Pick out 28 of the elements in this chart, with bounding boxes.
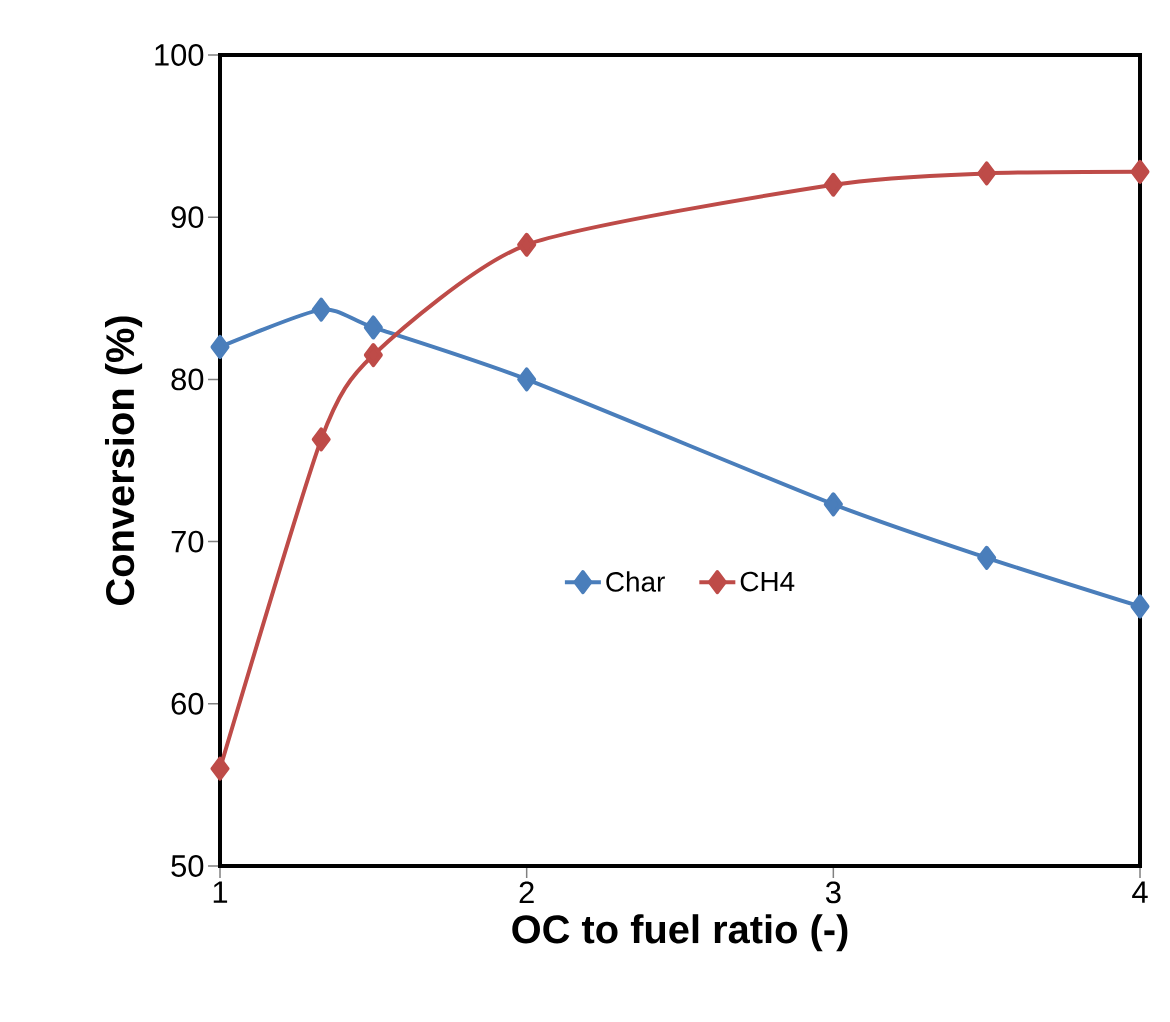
point	[823, 172, 843, 197]
y-tick-label: 50	[171, 855, 204, 877]
x-tick-label: 2	[519, 881, 534, 904]
legend-label: Char	[606, 571, 665, 592]
legend-label: CH4	[740, 571, 795, 592]
point	[210, 756, 230, 781]
point	[1130, 159, 1150, 184]
x-axis-title: OC to fuel ratio (-)	[512, 914, 848, 952]
y-tick-label: 100	[155, 44, 204, 66]
point	[311, 297, 331, 322]
x-tick-label: 1	[213, 881, 228, 903]
point	[363, 343, 383, 368]
point	[210, 334, 230, 359]
x-tick-label: 4	[1132, 881, 1148, 903]
point	[1130, 594, 1150, 619]
y-axis-title: Conversion (%)	[104, 316, 143, 605]
point	[977, 161, 997, 186]
point	[977, 545, 997, 570]
point	[363, 315, 383, 340]
y-tick-label: 90	[171, 206, 204, 229]
y-tick-label: 70	[171, 530, 204, 553]
y-tick-label: 80	[171, 368, 204, 391]
point	[517, 367, 537, 392]
y-tick-label: 60	[171, 692, 204, 715]
point	[311, 427, 331, 452]
point	[517, 232, 537, 257]
x-tick-label: 3	[825, 881, 841, 904]
point	[823, 492, 843, 517]
